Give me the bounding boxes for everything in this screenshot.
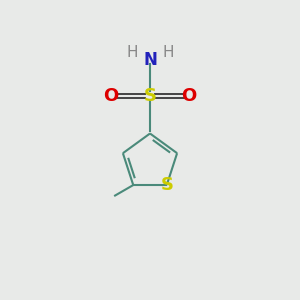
Text: O: O: [182, 87, 196, 105]
Text: H: H: [126, 45, 138, 60]
Text: N: N: [143, 51, 157, 69]
Text: S: S: [143, 87, 157, 105]
Text: H: H: [162, 45, 174, 60]
Text: S: S: [160, 176, 173, 194]
Text: O: O: [103, 87, 118, 105]
